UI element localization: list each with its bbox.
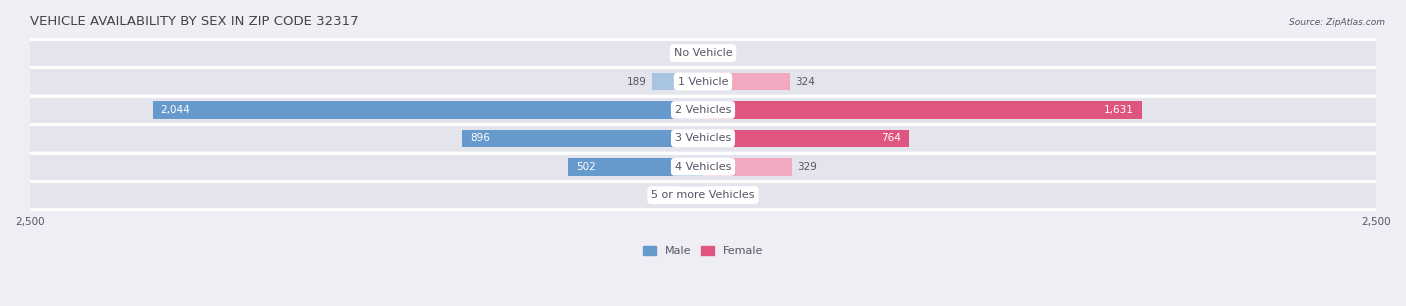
Text: 91: 91 xyxy=(659,190,673,200)
Text: 1,631: 1,631 xyxy=(1104,105,1135,115)
Bar xyxy=(153,101,703,119)
Text: VEHICLE AVAILABILITY BY SEX IN ZIP CODE 32317: VEHICLE AVAILABILITY BY SEX IN ZIP CODE … xyxy=(30,15,359,28)
Text: 502: 502 xyxy=(576,162,596,172)
Bar xyxy=(703,158,792,176)
Text: 3 Vehicles: 3 Vehicles xyxy=(675,133,731,144)
Text: 4: 4 xyxy=(710,48,716,58)
Bar xyxy=(30,69,1376,94)
Bar xyxy=(679,186,703,204)
Text: 896: 896 xyxy=(470,133,489,144)
Text: 11: 11 xyxy=(711,190,724,200)
Text: 2 Vehicles: 2 Vehicles xyxy=(675,105,731,115)
Text: 0: 0 xyxy=(692,48,697,58)
Bar xyxy=(703,73,790,90)
Text: No Vehicle: No Vehicle xyxy=(673,48,733,58)
Text: 4 Vehicles: 4 Vehicles xyxy=(675,162,731,172)
Bar xyxy=(30,125,1376,151)
Bar xyxy=(703,129,908,147)
Bar xyxy=(30,154,1376,180)
Bar xyxy=(30,182,1376,208)
Text: 324: 324 xyxy=(796,76,815,87)
Text: 329: 329 xyxy=(797,162,817,172)
Bar xyxy=(30,40,1376,66)
Bar xyxy=(652,73,703,90)
Bar xyxy=(703,186,706,204)
Text: 764: 764 xyxy=(880,133,901,144)
Legend: Male, Female: Male, Female xyxy=(643,245,763,256)
Text: Source: ZipAtlas.com: Source: ZipAtlas.com xyxy=(1289,18,1385,27)
Text: 5 or more Vehicles: 5 or more Vehicles xyxy=(651,190,755,200)
Bar xyxy=(30,97,1376,123)
Text: 2,044: 2,044 xyxy=(160,105,190,115)
Bar xyxy=(461,129,703,147)
Bar xyxy=(568,158,703,176)
Bar xyxy=(703,101,1142,119)
Text: 1 Vehicle: 1 Vehicle xyxy=(678,76,728,87)
Text: 189: 189 xyxy=(627,76,647,87)
